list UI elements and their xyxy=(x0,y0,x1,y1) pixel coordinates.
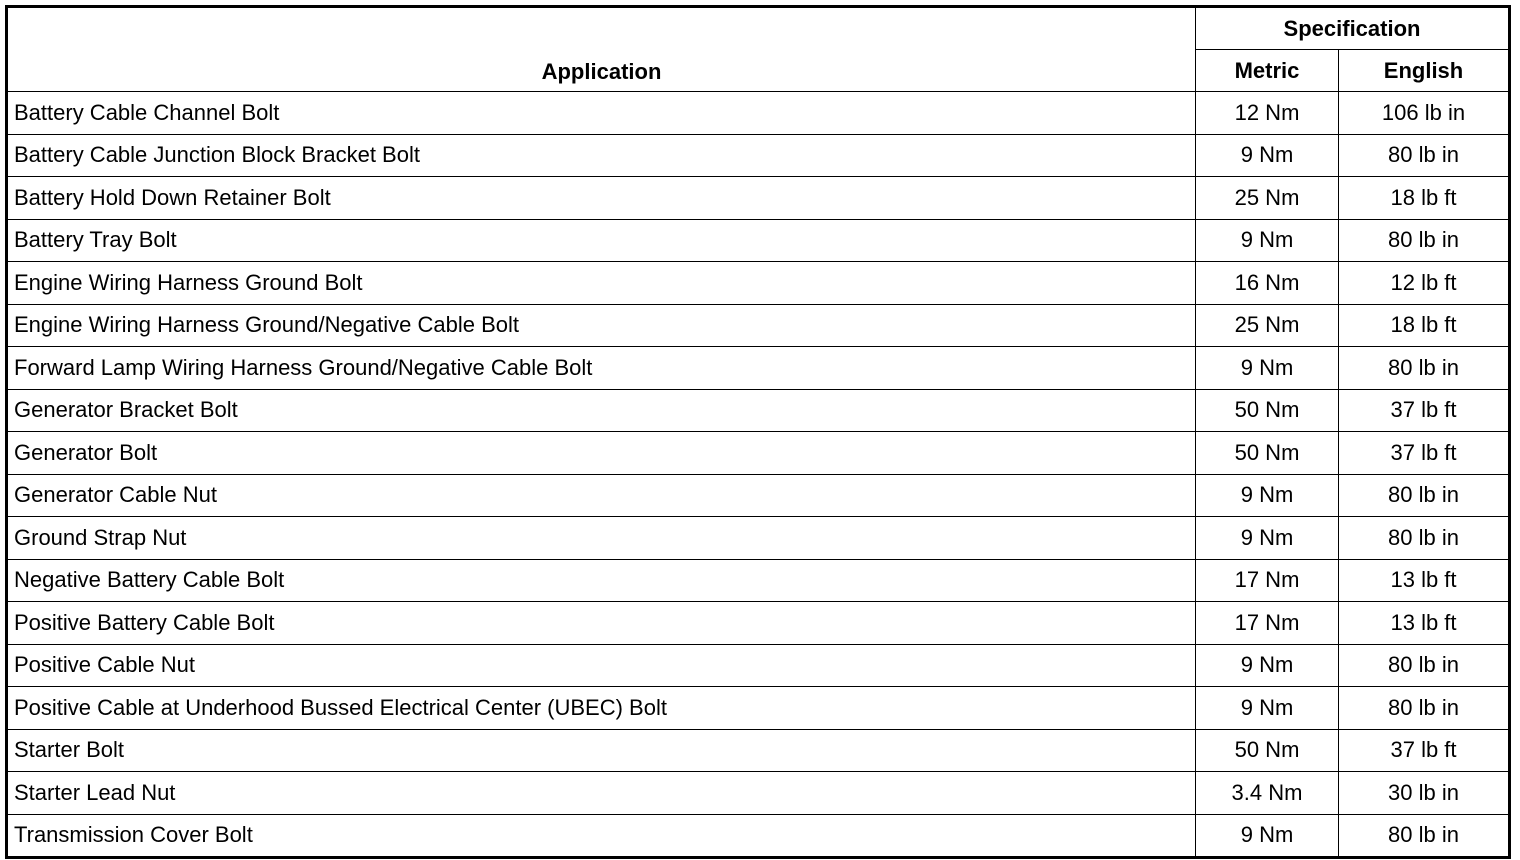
table-row: Engine Wiring Harness Ground/Negative Ca… xyxy=(6,303,1511,347)
application-cell: Generator Cable Nut xyxy=(6,473,1196,517)
application-cell: Negative Battery Cable Bolt xyxy=(6,558,1196,602)
table-row: Starter Bolt 50 Nm 37 lb ft xyxy=(6,728,1511,772)
metric-cell: 9 Nm xyxy=(1195,516,1339,560)
table-row: Positive Cable Nut 9 Nm 80 lb in xyxy=(6,643,1511,687)
table-row: Starter Lead Nut 3.4 Nm 30 lb in xyxy=(6,771,1511,815)
english-cell: 106 lb in xyxy=(1337,91,1511,135)
metric-cell: 25 Nm xyxy=(1195,176,1339,220)
fastener-torque-table: Application Specification Metric English… xyxy=(5,5,1512,859)
english-cell: 13 lb ft xyxy=(1337,601,1511,645)
table-row: Battery Tray Bolt 9 Nm 80 lb in xyxy=(6,218,1511,262)
header-row: Application Specification xyxy=(6,6,1511,92)
application-cell: Positive Cable Nut xyxy=(6,643,1196,687)
application-cell: Starter Lead Nut xyxy=(6,771,1196,815)
application-cell: Generator Bolt xyxy=(6,431,1196,475)
metric-cell: 16 Nm xyxy=(1195,261,1339,305)
application-cell: Starter Bolt xyxy=(6,728,1196,772)
english-cell: 80 lb in xyxy=(1337,643,1511,687)
english-cell: 80 lb in xyxy=(1337,516,1511,560)
header-specification: Specification xyxy=(1194,6,1511,50)
table-row: Ground Strap Nut 9 Nm 80 lb in xyxy=(6,516,1511,560)
table-row: Negative Battery Cable Bolt 17 Nm 13 lb ft xyxy=(6,558,1511,602)
english-cell: 30 lb in xyxy=(1337,771,1511,815)
metric-cell: 9 Nm xyxy=(1195,686,1339,730)
metric-cell: 9 Nm xyxy=(1195,473,1339,517)
application-cell: Positive Cable at Underhood Bussed Elect… xyxy=(6,686,1196,730)
metric-cell: 9 Nm xyxy=(1195,218,1339,262)
table-row: Battery Cable Channel Bolt 12 Nm 106 lb in xyxy=(6,91,1511,135)
header-subrow: Metric English xyxy=(7,49,1511,92)
application-cell: Positive Battery Cable Bolt xyxy=(6,601,1196,645)
application-cell: Battery Cable Junction Block Bracket Bol… xyxy=(6,133,1196,177)
english-cell: 80 lb in xyxy=(1337,346,1511,390)
english-cell: 37 lb ft xyxy=(1337,431,1511,475)
application-cell: Ground Strap Nut xyxy=(6,516,1196,560)
header-application: Application xyxy=(6,6,1196,92)
english-cell: 13 lb ft xyxy=(1337,558,1511,602)
english-cell: 18 lb ft xyxy=(1337,176,1511,220)
metric-cell: 9 Nm xyxy=(1195,813,1339,858)
application-cell: Battery Cable Channel Bolt xyxy=(6,91,1196,135)
application-cell: Battery Tray Bolt xyxy=(6,218,1196,262)
table-row: Generator Bolt 50 Nm 37 lb ft xyxy=(6,431,1511,475)
metric-cell: 9 Nm xyxy=(1195,346,1339,390)
header-english: English xyxy=(1337,49,1511,92)
application-cell: Battery Hold Down Retainer Bolt xyxy=(6,176,1196,220)
metric-cell: 50 Nm xyxy=(1195,728,1339,772)
english-cell: 37 lb ft xyxy=(1337,388,1511,432)
metric-cell: 50 Nm xyxy=(1195,388,1339,432)
table-row: Generator Bracket Bolt 50 Nm 37 lb ft xyxy=(6,388,1511,432)
application-cell: Generator Bracket Bolt xyxy=(6,388,1196,432)
application-cell: Forward Lamp Wiring Harness Ground/Negat… xyxy=(6,346,1196,390)
metric-cell: 9 Nm xyxy=(1195,133,1339,177)
table-row: Positive Cable at Underhood Bussed Elect… xyxy=(6,686,1511,730)
metric-cell: 17 Nm xyxy=(1195,558,1339,602)
metric-cell: 25 Nm xyxy=(1195,303,1339,347)
table-row: Engine Wiring Harness Ground Bolt 16 Nm 12… xyxy=(6,261,1511,305)
application-cell: Engine Wiring Harness Ground Bolt xyxy=(6,261,1196,305)
metric-cell: 50 Nm xyxy=(1195,431,1339,475)
table-row: Battery Cable Junction Block Bracket Bol… xyxy=(6,133,1511,177)
metric-cell: 3.4 Nm xyxy=(1195,771,1339,815)
english-cell: 80 lb in xyxy=(1337,473,1511,517)
header-metric: Metric xyxy=(1195,49,1339,92)
english-cell: 80 lb in xyxy=(1337,686,1511,730)
english-cell: 80 lb in xyxy=(1337,218,1511,262)
english-cell: 12 lb ft xyxy=(1337,261,1511,305)
table-row: Positive Battery Cable Bolt 17 Nm 13 lb ft xyxy=(6,601,1511,645)
english-cell: 80 lb in xyxy=(1337,133,1511,177)
application-cell: Transmission Cover Bolt xyxy=(6,813,1196,858)
english-cell: 37 lb ft xyxy=(1337,728,1511,772)
english-cell: 18 lb ft xyxy=(1337,303,1511,347)
metric-cell: 9 Nm xyxy=(1195,643,1339,687)
table-row: Transmission Cover Bolt 9 Nm 80 lb in xyxy=(6,813,1511,858)
table-row: Forward Lamp Wiring Harness Ground/Negat… xyxy=(6,346,1511,390)
metric-cell: 17 Nm xyxy=(1195,601,1339,645)
table-row: Generator Cable Nut 9 Nm 80 lb in xyxy=(6,473,1511,517)
table-row: Battery Hold Down Retainer Bolt 25 Nm 18 l… xyxy=(6,176,1511,220)
metric-cell: 12 Nm xyxy=(1195,91,1339,135)
english-cell: 80 lb in xyxy=(1337,813,1511,858)
application-cell: Engine Wiring Harness Ground/Negative Ca… xyxy=(6,303,1196,347)
